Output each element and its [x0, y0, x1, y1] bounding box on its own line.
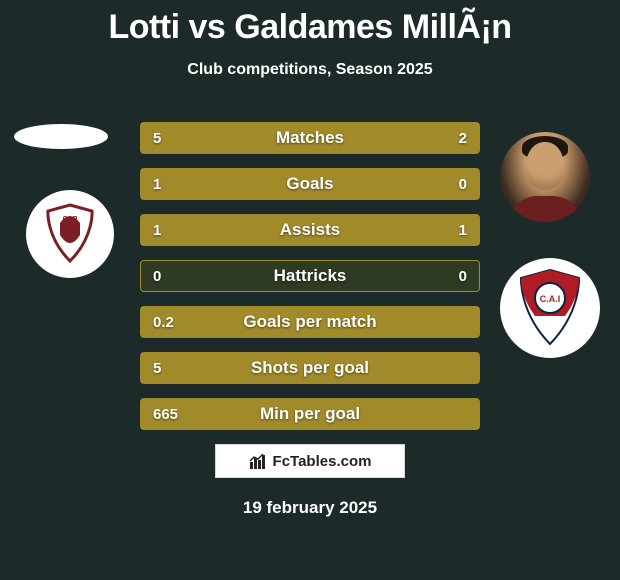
- club-initials-right: C.A.I: [540, 294, 561, 304]
- stat-row-label: Matches: [141, 123, 479, 153]
- player-right-club-badge: C.A.I: [500, 258, 600, 358]
- shield-icon: C.A.I: [515, 268, 585, 348]
- brand-text: FcTables.com: [273, 453, 372, 470]
- page-subtitle: Club competitions, Season 2025: [0, 61, 620, 79]
- player-left-club-badge: CAP: [26, 190, 114, 278]
- stat-row-label: Min per goal: [141, 399, 479, 429]
- stat-row: 10Goals: [140, 168, 480, 200]
- stats-container: 52Matches 10Goals 11Assists 00Hattricks 0.2G…: [140, 122, 480, 444]
- stat-row: 0.2Goals per match: [140, 306, 480, 338]
- stat-row: 00Hattricks: [140, 260, 480, 292]
- stat-row: 52Matches: [140, 122, 480, 154]
- page-title: Lotti vs Galdames MillÃ¡n: [0, 0, 620, 47]
- chart-icon: [249, 452, 267, 470]
- stat-row-label: Goals per match: [141, 307, 479, 337]
- player-right-avatar: [500, 132, 590, 222]
- date-text: 19 february 2025: [0, 498, 620, 518]
- stat-row: 665Min per goal: [140, 398, 480, 430]
- stat-row-label: Assists: [141, 215, 479, 245]
- club-initials-left: CAP: [63, 216, 78, 223]
- stat-row: 11Assists: [140, 214, 480, 246]
- shield-icon: CAP: [42, 203, 98, 265]
- stat-row-label: Shots per goal: [141, 353, 479, 383]
- stat-row-label: Hattricks: [141, 261, 479, 291]
- stat-row-label: Goals: [141, 169, 479, 199]
- brand-attribution: FcTables.com: [215, 444, 405, 478]
- stat-row: 5Shots per goal: [140, 352, 480, 384]
- player-left-avatar-placeholder: [14, 124, 108, 149]
